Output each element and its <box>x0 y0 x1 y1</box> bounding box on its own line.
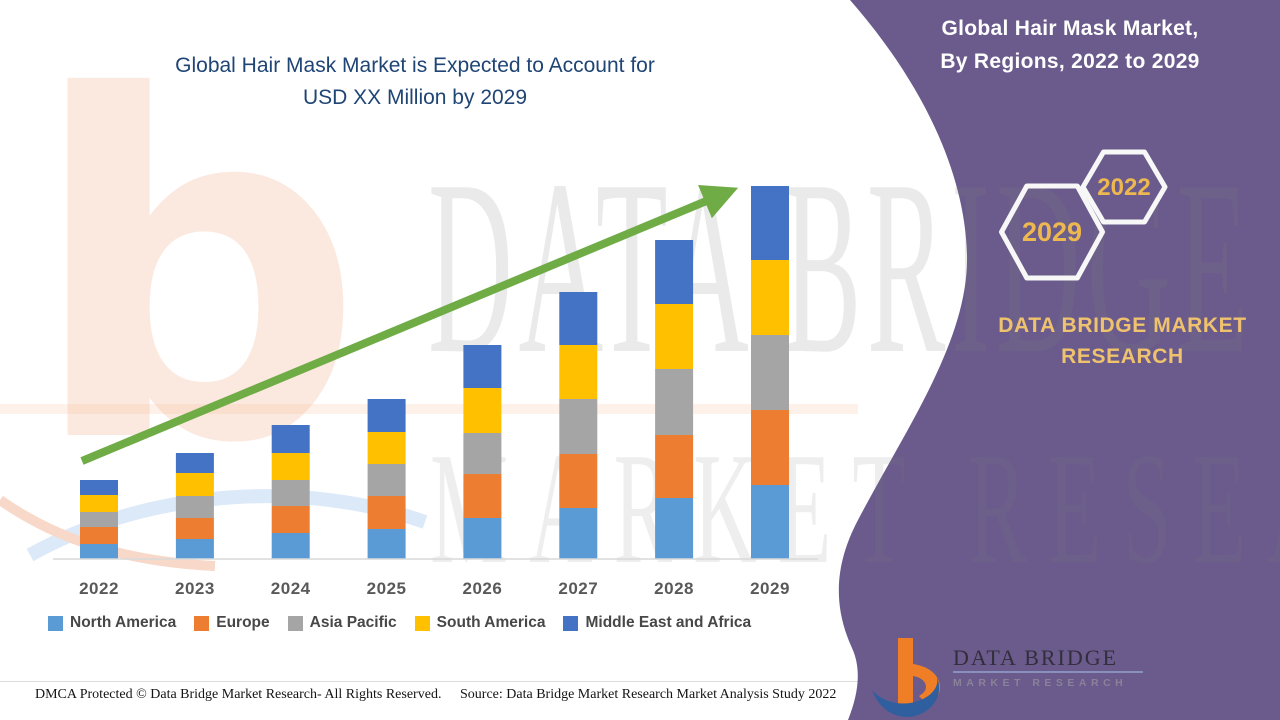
chart-title-line2: USD XX Million by 2029 <box>302 86 528 109</box>
legend-swatch-icon <box>287 615 303 631</box>
panel-brand-line2: RESEARCH <box>1061 345 1184 368</box>
panel-brand-line1: DATA BRIDGE MARKET <box>998 314 1247 337</box>
legend-label: South America <box>436 614 546 631</box>
logo-underline <box>953 671 1143 673</box>
legend-swatch-icon <box>194 615 210 631</box>
panel-title-line2: By Regions, 2022 to 2029 <box>940 50 1200 73</box>
source-note: Source: Data Bridge Market Research Mark… <box>460 687 837 702</box>
legend-label: North America <box>70 614 177 631</box>
legend-swatch-icon <box>414 615 430 631</box>
legend-swatch-icon <box>563 615 579 631</box>
panel-title: Global Hair Mask Market, By Regions, 202… <box>890 12 1250 78</box>
legend-swatch-icon <box>48 615 63 631</box>
panel-title-line1: Global Hair Mask Market, <box>941 17 1199 40</box>
legend-item-south-america: South America <box>414 614 546 632</box>
legend-label: Asia Pacific <box>309 614 397 631</box>
purple-panel-shape <box>838 0 1280 720</box>
chart-title-line1: Global Hair Mask Market is Expected to A… <box>175 54 655 77</box>
logo-subtitle: MARKET RESEARCH <box>953 677 1128 689</box>
legend-label: Middle East and Africa <box>585 614 752 631</box>
chart-legend: North America Europe Asia Pacific South Ame… <box>48 614 751 632</box>
footer-divider <box>0 681 1280 682</box>
chart-title: Global Hair Mask Market is Expected to A… <box>70 50 760 114</box>
panel-brand-text: DATA BRIDGE MARKET RESEARCH <box>960 310 1280 372</box>
legend-item-asia-pacific: Asia Pacific <box>287 614 397 632</box>
dmca-notice: DMCA Protected © Data Bridge Market Rese… <box>35 687 442 702</box>
legend-item-north-america: North America <box>48 614 176 632</box>
logo-wordmark: DATA BRIDGE <box>953 645 1119 670</box>
legend-item-europe: Europe <box>194 614 270 632</box>
legend-item-middle-east-and-africa: Middle East and Africa <box>563 614 751 632</box>
legend-label: Europe <box>216 614 270 631</box>
